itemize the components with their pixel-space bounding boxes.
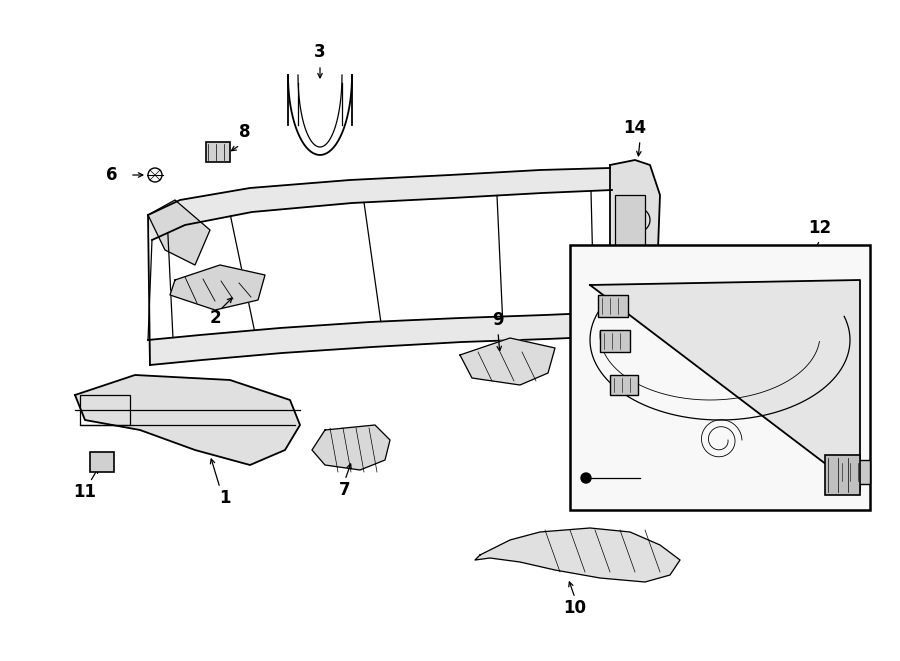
Polygon shape	[170, 265, 265, 310]
Bar	[825, 455, 860, 495]
Text: 9: 9	[492, 311, 504, 329]
Polygon shape	[148, 200, 210, 265]
Polygon shape	[148, 168, 612, 240]
Polygon shape	[460, 338, 555, 385]
Polygon shape	[75, 375, 300, 465]
Text: 6: 6	[106, 166, 118, 184]
Text: 8: 8	[239, 123, 251, 141]
Bar	[90, 452, 114, 472]
Text: 13: 13	[751, 469, 774, 487]
Bar	[570, 245, 870, 510]
Text: 7: 7	[339, 481, 351, 499]
Bar	[838, 460, 870, 484]
Bar	[598, 295, 628, 317]
Bar	[80, 395, 130, 425]
Circle shape	[581, 473, 591, 483]
Polygon shape	[475, 528, 680, 582]
Bar	[600, 330, 630, 352]
Text: 3: 3	[314, 43, 326, 61]
Polygon shape	[312, 425, 390, 470]
Text: 1: 1	[220, 489, 230, 507]
Polygon shape	[610, 160, 660, 345]
Bar	[615, 195, 645, 295]
Text: 14: 14	[624, 119, 646, 137]
Text: 11: 11	[74, 483, 96, 501]
Text: 2: 2	[209, 309, 220, 327]
Bar	[206, 142, 230, 162]
Polygon shape	[590, 280, 860, 490]
Bar	[610, 375, 638, 395]
Polygon shape	[148, 312, 617, 365]
Text: 12: 12	[808, 219, 832, 237]
Text: 10: 10	[563, 599, 587, 617]
